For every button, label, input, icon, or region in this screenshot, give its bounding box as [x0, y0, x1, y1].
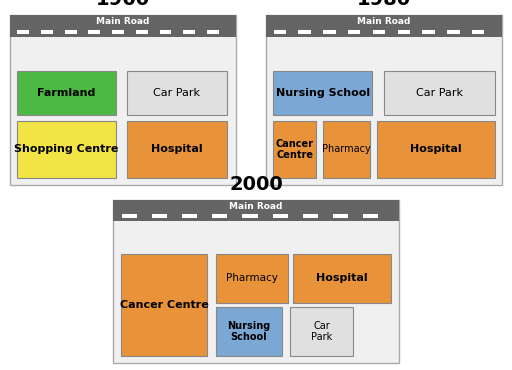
- Bar: [41, 30, 53, 34]
- Text: Shopping Centre: Shopping Centre: [14, 144, 119, 154]
- Bar: [298, 30, 311, 34]
- Bar: [136, 30, 148, 34]
- Bar: [121, 253, 207, 356]
- Bar: [17, 71, 116, 115]
- Bar: [127, 71, 226, 115]
- Bar: [242, 214, 258, 218]
- Bar: [112, 30, 124, 34]
- Bar: [290, 307, 353, 356]
- Bar: [216, 253, 288, 303]
- Bar: [323, 30, 336, 34]
- Bar: [333, 214, 348, 218]
- Bar: [266, 15, 502, 37]
- Bar: [373, 30, 385, 34]
- Text: 1960: 1960: [96, 0, 150, 9]
- Bar: [384, 71, 495, 115]
- Bar: [348, 30, 360, 34]
- Bar: [272, 214, 288, 218]
- Bar: [89, 30, 100, 34]
- Bar: [216, 307, 282, 356]
- Bar: [273, 71, 372, 115]
- Text: Cancer Centre: Cancer Centre: [120, 300, 208, 310]
- Bar: [182, 214, 197, 218]
- Text: Pharmacy: Pharmacy: [322, 144, 371, 154]
- Bar: [447, 30, 460, 34]
- Text: Main Road: Main Road: [96, 17, 150, 26]
- Bar: [127, 121, 226, 178]
- Text: Car
Park: Car Park: [311, 321, 333, 342]
- Text: Pharmacy: Pharmacy: [226, 273, 278, 283]
- Text: Main Road: Main Road: [229, 202, 283, 211]
- Text: 2000: 2000: [229, 175, 283, 194]
- Text: Farmland: Farmland: [37, 88, 96, 98]
- Bar: [113, 200, 399, 221]
- Bar: [472, 30, 484, 34]
- Bar: [17, 30, 29, 34]
- Bar: [273, 121, 316, 178]
- Bar: [152, 214, 167, 218]
- Bar: [266, 15, 502, 185]
- Bar: [183, 30, 195, 34]
- Bar: [10, 15, 236, 185]
- Bar: [323, 121, 370, 178]
- Bar: [303, 214, 318, 218]
- Bar: [363, 214, 378, 218]
- Text: Main Road: Main Road: [357, 17, 411, 26]
- Bar: [65, 30, 77, 34]
- Bar: [398, 30, 410, 34]
- Text: Hospital: Hospital: [151, 144, 203, 154]
- Text: 1980: 1980: [357, 0, 411, 9]
- Bar: [207, 30, 219, 34]
- Bar: [160, 30, 172, 34]
- Bar: [212, 214, 227, 218]
- Bar: [274, 30, 286, 34]
- Text: Nursing
School: Nursing School: [227, 321, 270, 342]
- Bar: [122, 214, 137, 218]
- Text: Car Park: Car Park: [416, 88, 463, 98]
- Text: Car Park: Car Park: [154, 88, 200, 98]
- Bar: [422, 30, 435, 34]
- Text: Hospital: Hospital: [316, 273, 368, 283]
- Text: Cancer
Centre: Cancer Centre: [275, 139, 313, 160]
- Bar: [10, 15, 236, 37]
- Text: Nursing School: Nursing School: [275, 88, 370, 98]
- Bar: [113, 200, 399, 363]
- Bar: [293, 253, 391, 303]
- Bar: [377, 121, 495, 178]
- Bar: [17, 121, 116, 178]
- Text: Hospital: Hospital: [410, 144, 462, 154]
